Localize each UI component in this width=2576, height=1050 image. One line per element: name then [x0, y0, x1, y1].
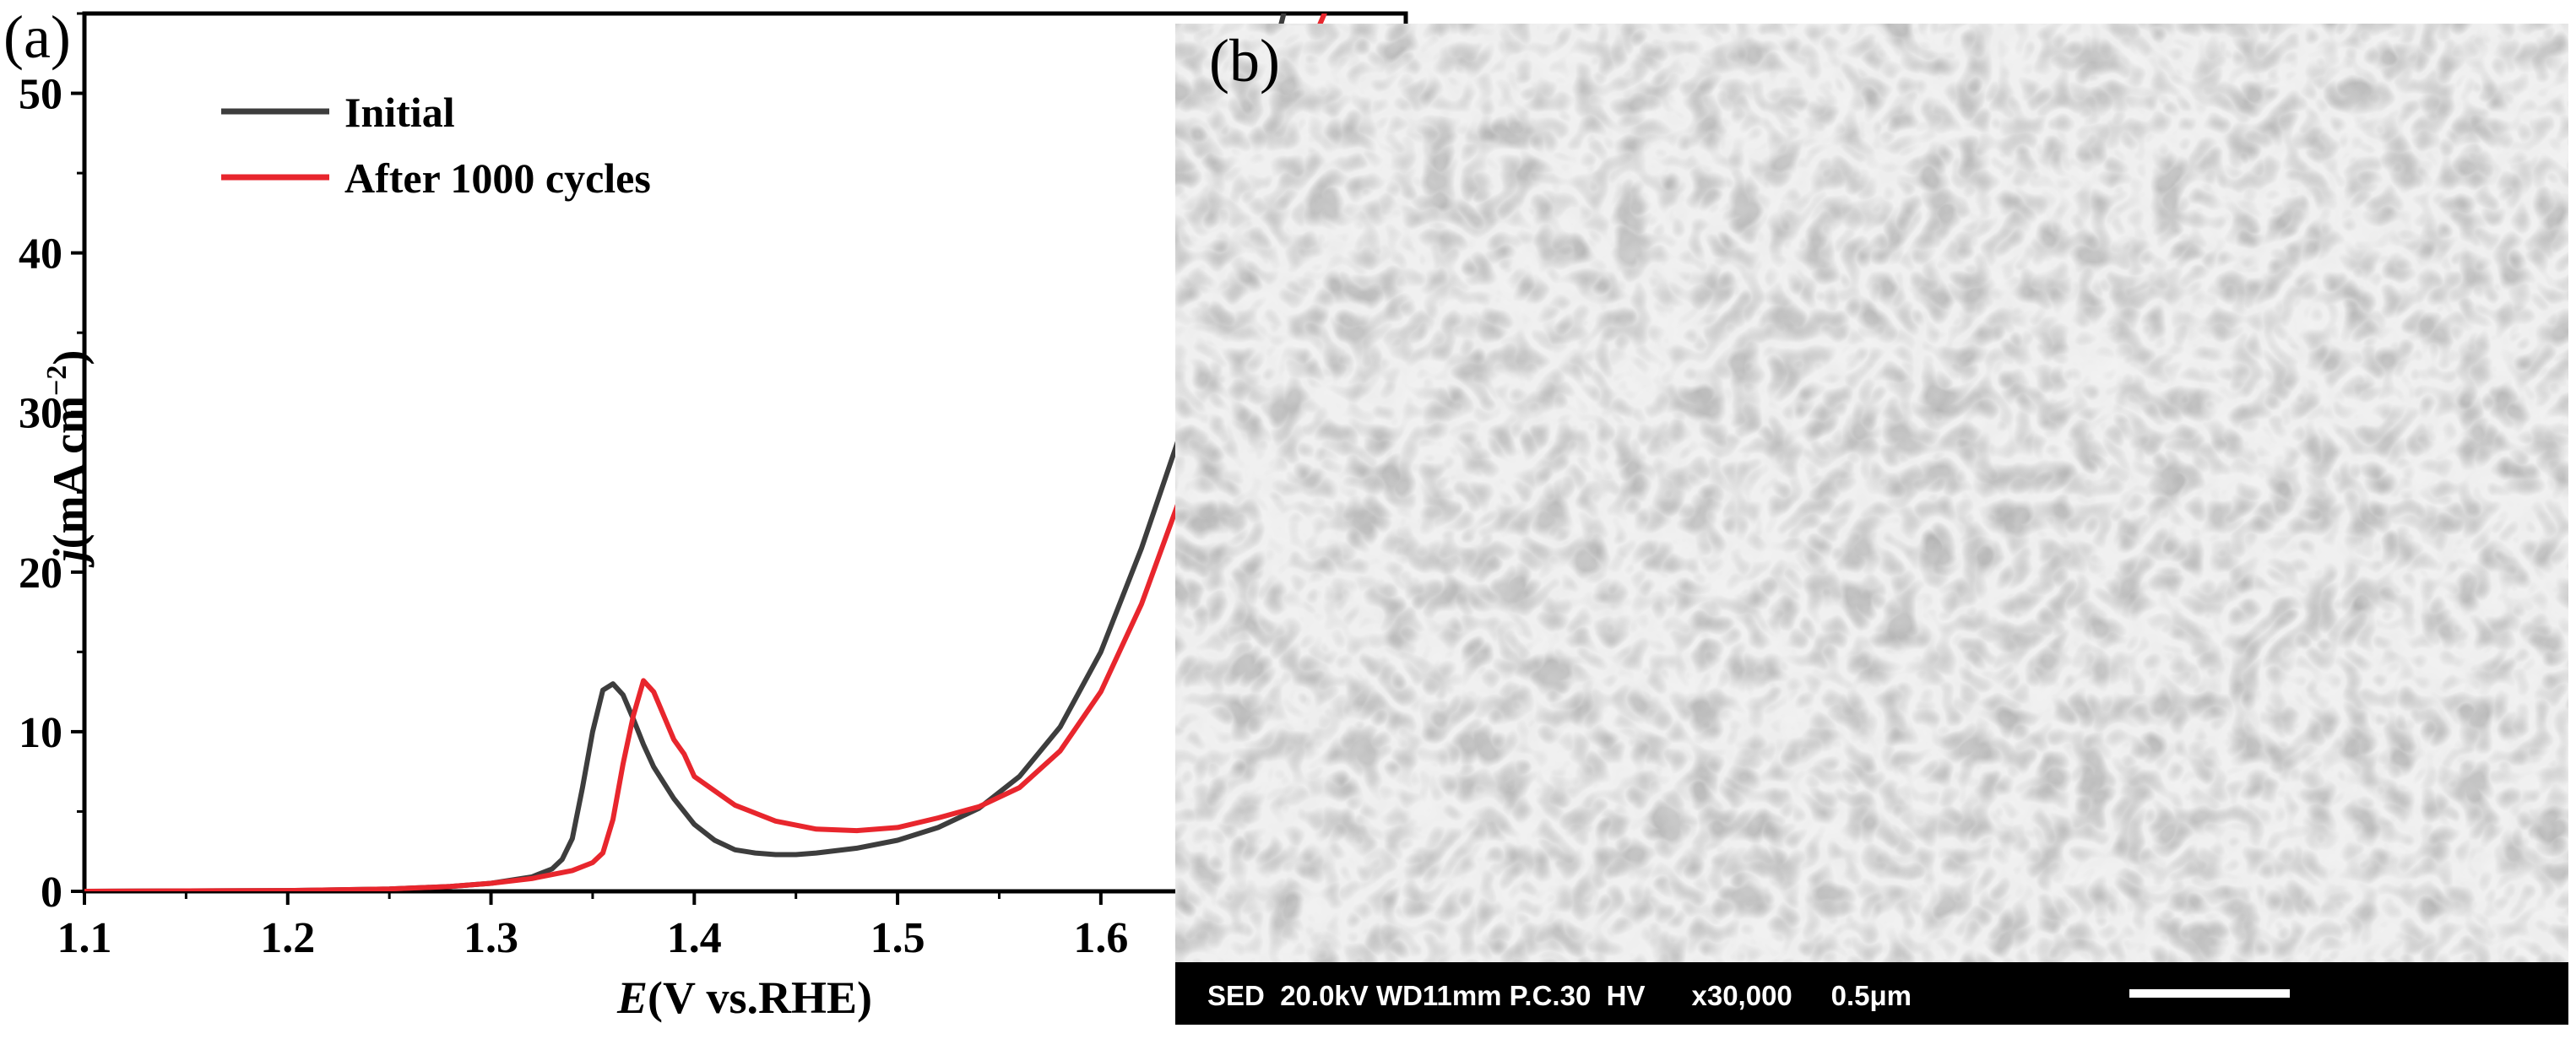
y-axis-title: j(mA cm−2) — [41, 350, 95, 569]
series-layer — [84, 14, 1327, 891]
sem-info-text: SED 20.0kV WD11mm P.C.30 HV x30,000 0.5μ… — [1207, 980, 1912, 1011]
legend-label-after: After 1000 cycles — [344, 154, 651, 202]
legend-label-initial: Initial — [344, 89, 455, 136]
x-tick-label: 1.5 — [870, 914, 925, 962]
x-tick-label: 1.2 — [260, 914, 315, 962]
y-axis-title-sup: −2 — [41, 365, 73, 396]
x-tick-label: 1.1 — [57, 914, 112, 962]
series-line-initial — [84, 14, 1287, 891]
sem-ridges — [1175, 24, 2568, 999]
x-tick-label: 1.6 — [1073, 914, 1128, 962]
sem-scale-bar — [2129, 989, 2290, 998]
sem-image: SED 20.0kV WD11mm P.C.30 HV x30,000 0.5μ… — [1175, 24, 2568, 1025]
x-axis-title: E(V vs.RHE) — [616, 972, 872, 1023]
y-tick-label: 30 — [19, 390, 62, 438]
x-tick-label: 1.4 — [667, 914, 722, 962]
panel-a-label: (a) — [3, 3, 71, 71]
sem-info-bar — [1175, 962, 2568, 1025]
y-tick-label: 50 — [19, 71, 62, 119]
x-tick-label: 1.3 — [464, 914, 518, 962]
y-tick-label: 0 — [41, 869, 62, 917]
series-line-after-1000-cycles — [84, 14, 1327, 891]
x-axis-title-unit: (V vs.RHE) — [648, 972, 872, 1023]
legend: Initial After 1000 cycles — [221, 89, 651, 202]
y-axis-title-unit: (mA cm — [44, 396, 95, 549]
panel-b-label: (b) — [1209, 27, 1280, 95]
y-tick-label: 10 — [19, 709, 62, 757]
y-tick-label: 20 — [19, 549, 62, 598]
y-tick-label: 40 — [19, 230, 62, 279]
x-axis-title-var: E — [616, 972, 648, 1023]
y-axis-title-close: ) — [44, 350, 95, 365]
